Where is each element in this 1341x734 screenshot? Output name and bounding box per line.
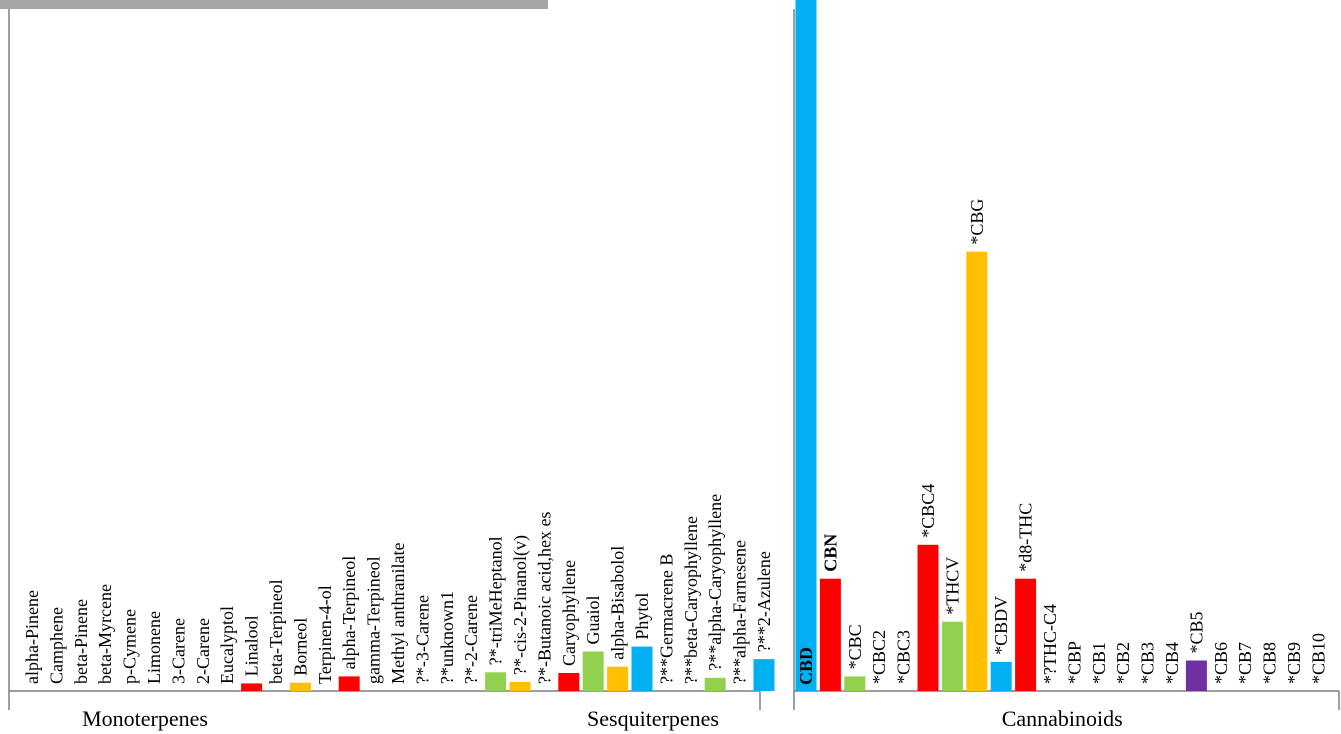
bar [704, 677, 726, 691]
bar-label: *CB10 [1308, 633, 1328, 684]
bar-label: Limonene [144, 611, 164, 684]
bar [1015, 578, 1037, 691]
bar-label: CBD [796, 647, 816, 685]
bar-label: Borneol [290, 618, 310, 676]
bar-label: *CBC3 [894, 630, 914, 684]
bar-label: *CBC2 [869, 630, 889, 684]
bar-label: Eucalyptol [217, 606, 237, 684]
bar [844, 676, 866, 691]
bar-label: Guaiol [583, 596, 603, 645]
bar-label: *CB5 [1186, 611, 1206, 653]
bar-label: 2-Carene [193, 618, 213, 684]
bar-label: *?THC-C4 [1040, 604, 1060, 684]
bar-label: ?**alpha-Farnesene [730, 540, 750, 684]
bar-label: *CB1 [1089, 642, 1109, 684]
group-label: Cannabinoids [1002, 706, 1123, 731]
terpenes-panel: alpha-Pinene Camphene beta-Pinene beta-Myrc… [8, 9, 775, 731]
bar [338, 676, 360, 691]
bar [753, 659, 775, 691]
bar-label: *CB4 [1162, 642, 1182, 684]
group-label: Sesquiterpenes [587, 706, 719, 731]
bar [941, 621, 963, 691]
bar-label: ?**beta-Caryophyllene [681, 516, 701, 684]
bar-label: *CB8 [1260, 642, 1280, 684]
bar-label: ?*-Butanoic acid,hex es [534, 512, 554, 684]
bar-label: ?**Germacrene B [656, 554, 676, 684]
bar-label: Phytol [632, 593, 652, 640]
bar-label: *CB7 [1235, 642, 1255, 684]
bar-label: *CBC4 [918, 484, 938, 538]
bar-label: *CBG [967, 199, 987, 245]
bar-label: alpha-Bisabolol [608, 546, 628, 660]
bar [241, 683, 263, 691]
bar-label: beta-Terpineol [266, 579, 286, 684]
bar-label: Camphene [46, 607, 66, 684]
bar-label: alpha-Terpineol [339, 556, 359, 670]
bar-label: *CBDV [991, 596, 1011, 655]
bar-label: *THCV [942, 557, 962, 615]
bar-label: *CB6 [1211, 642, 1231, 684]
bar [917, 544, 939, 691]
bar-label: beta-Myrcene [95, 584, 115, 684]
bar [819, 578, 841, 691]
bar-label: ?*-3-Carene [412, 595, 432, 684]
bar-label: *CB9 [1284, 642, 1304, 684]
bar [558, 673, 580, 691]
bar [509, 682, 531, 691]
bar-label: Caryophyllene [559, 560, 579, 666]
bar-label: gamma-Terpineol [364, 556, 384, 684]
bar-label: beta-Pinene [71, 599, 91, 684]
bar-label: ?*-2-Carene [461, 595, 481, 684]
bar-label: ?**2-Azulene [754, 551, 774, 652]
bar-label: *CBC [845, 624, 865, 669]
bar-label: 3-Carene [168, 618, 188, 684]
bar [582, 651, 604, 691]
bar [631, 646, 653, 691]
bar-label: p-Cymene [120, 609, 140, 684]
bar-label: ?**alpha-Caryophyllene [705, 494, 725, 671]
bar-label: alpha-Pinene [22, 590, 42, 684]
bar [607, 666, 629, 691]
bar-label: ?*unknown1 [437, 591, 457, 684]
bar-label: *CBP [1064, 641, 1084, 684]
bar-label: CBN [820, 534, 840, 572]
bar-label: *d8-THC [1016, 503, 1036, 572]
group-label: Monoterpenes [82, 706, 208, 731]
header-strip [0, 0, 548, 9]
bar [1185, 660, 1207, 691]
bar-label: ?*-cis-2-Pinanol(v) [510, 535, 531, 675]
bar-label: *CB3 [1138, 642, 1158, 684]
bar-label: Terpinen-4-ol [315, 585, 335, 684]
bar-label: *CB2 [1113, 642, 1133, 684]
bar-label: Methyl anthranilate [388, 543, 408, 684]
bar [966, 251, 988, 691]
bar-label: Linalool [242, 615, 262, 676]
bar [990, 661, 1012, 691]
bar-label: ?*-triMeHeptanol [486, 536, 506, 665]
bar [795, 0, 817, 691]
bar [485, 672, 507, 691]
bar [289, 682, 311, 691]
cannabinoids-panel: CBD CBN *CBC *CBC2 *CBC3 *CBC4*THCV *CBG *CBDV *… [793, 0, 1340, 731]
